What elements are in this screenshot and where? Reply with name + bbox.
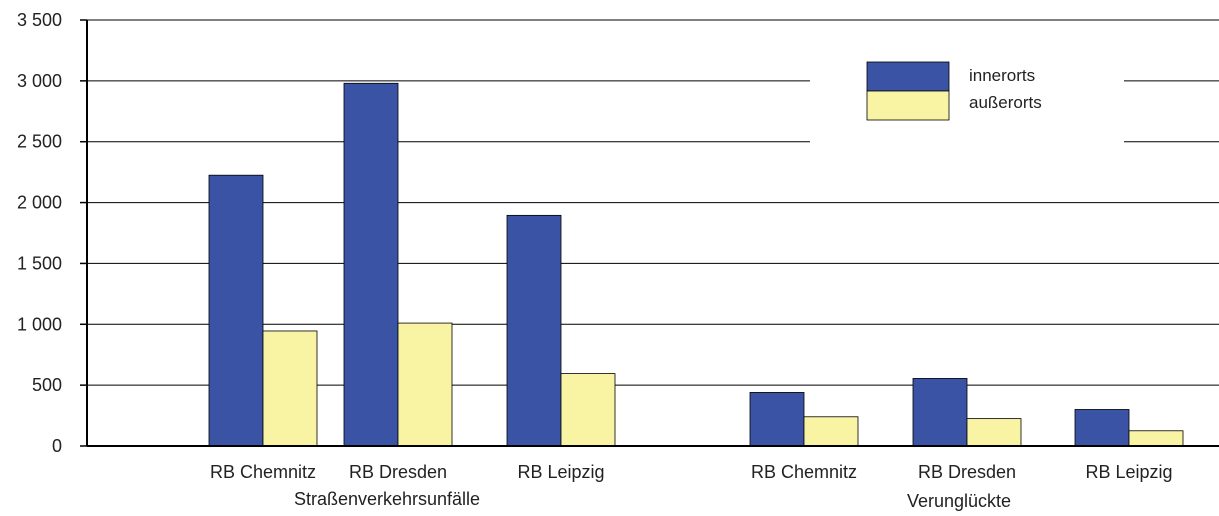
bar-ausserorts (803, 416, 859, 447)
y-tick-label: 2 000 (17, 193, 62, 213)
legend-background (810, 50, 1124, 145)
bar-ausserorts (397, 322, 453, 447)
bar-innerorts (506, 214, 562, 447)
bar-innerorts (912, 378, 968, 447)
x-tick-label: RB Dresden (918, 462, 1016, 482)
y-tick-labels: 0 500 1 000 1 500 2 000 2 500 3 000 3 500 (17, 10, 87, 456)
bar-ausserorts (560, 373, 616, 447)
y-tick-label: 2 500 (17, 132, 62, 152)
legend-label-ausserorts: außerorts (969, 93, 1042, 112)
legend-label-innerorts: innerorts (969, 66, 1035, 85)
axes (86, 20, 1219, 447)
bars (208, 82, 1184, 447)
bar-ausserorts (262, 330, 318, 447)
bar-ausserorts (1128, 430, 1184, 447)
x-tick-label: RB Leipzig (517, 462, 604, 482)
group-labels: Straßenverkehrsunfälle Verunglückte (294, 489, 1011, 511)
y-tick-label: 3 000 (17, 71, 62, 91)
bar-innerorts (1074, 409, 1130, 447)
legend: innerorts außerorts (810, 50, 1124, 145)
y-tick-label: 0 (52, 436, 62, 456)
bar-innerorts (208, 174, 264, 447)
grid-lines (87, 19, 1219, 386)
bar-ausserorts (966, 418, 1022, 447)
x-tick-label: RB Leipzig (1085, 462, 1172, 482)
bar-innerorts (343, 82, 399, 447)
group-label: Verunglückte (907, 491, 1011, 511)
legend-swatch-ausserorts (866, 90, 950, 121)
group-label: Straßenverkehrsunfälle (294, 489, 480, 509)
y-tick-label: 1 500 (17, 253, 62, 273)
x-tick-label: RB Chemnitz (751, 462, 857, 482)
bar-innerorts (749, 392, 805, 447)
x-tick-labels: RB Chemnitz RB Dresden RB Leipzig RB Chemni… (210, 462, 1173, 482)
x-tick-label: RB Dresden (349, 462, 447, 482)
legend-swatch-innerorts (866, 61, 950, 92)
y-tick-label: 3 500 (17, 10, 62, 30)
y-tick-label: 500 (32, 375, 62, 395)
y-tick-label: 1 000 (17, 314, 62, 334)
x-tick-label: RB Chemnitz (210, 462, 316, 482)
